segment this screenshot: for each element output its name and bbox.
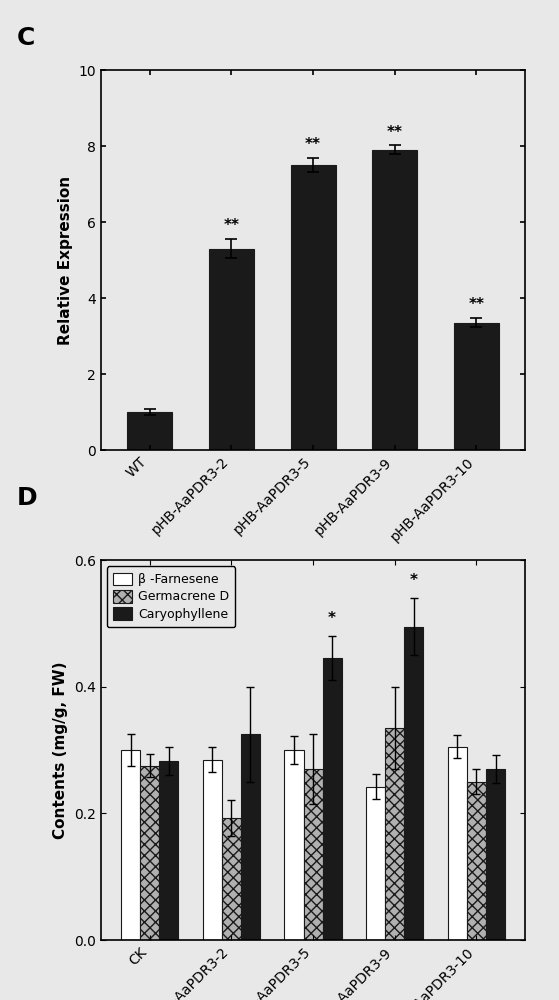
Bar bbox=[404, 626, 423, 940]
Text: **: ** bbox=[224, 218, 239, 233]
Bar bbox=[121, 750, 140, 940]
Text: *: * bbox=[410, 573, 418, 588]
Bar bbox=[486, 769, 505, 940]
Bar bbox=[222, 818, 241, 940]
Bar bbox=[366, 787, 385, 940]
Bar bbox=[372, 150, 417, 450]
Bar bbox=[140, 766, 159, 940]
Bar bbox=[304, 769, 323, 940]
Legend: β -Farnesene, Germacrene D, Caryophyllene: β -Farnesene, Germacrene D, Caryophyllen… bbox=[107, 566, 235, 627]
Text: **: ** bbox=[468, 297, 485, 312]
Text: **: ** bbox=[305, 137, 321, 152]
Text: C: C bbox=[17, 26, 35, 50]
Bar bbox=[209, 249, 254, 450]
Bar bbox=[323, 658, 342, 940]
Text: *: * bbox=[328, 611, 336, 626]
Bar bbox=[291, 165, 335, 450]
Bar bbox=[127, 412, 172, 450]
Y-axis label: Relative Expression: Relative Expression bbox=[58, 175, 73, 345]
Y-axis label: Contents (mg/g, FW): Contents (mg/g, FW) bbox=[53, 661, 68, 839]
Text: D: D bbox=[17, 486, 37, 510]
Bar bbox=[203, 760, 222, 940]
Bar bbox=[467, 782, 486, 940]
Bar bbox=[448, 747, 467, 940]
Bar bbox=[159, 761, 178, 940]
Bar bbox=[385, 728, 404, 940]
Bar bbox=[241, 734, 260, 940]
Bar bbox=[285, 750, 304, 940]
Text: **: ** bbox=[387, 125, 402, 140]
Bar bbox=[454, 323, 499, 450]
